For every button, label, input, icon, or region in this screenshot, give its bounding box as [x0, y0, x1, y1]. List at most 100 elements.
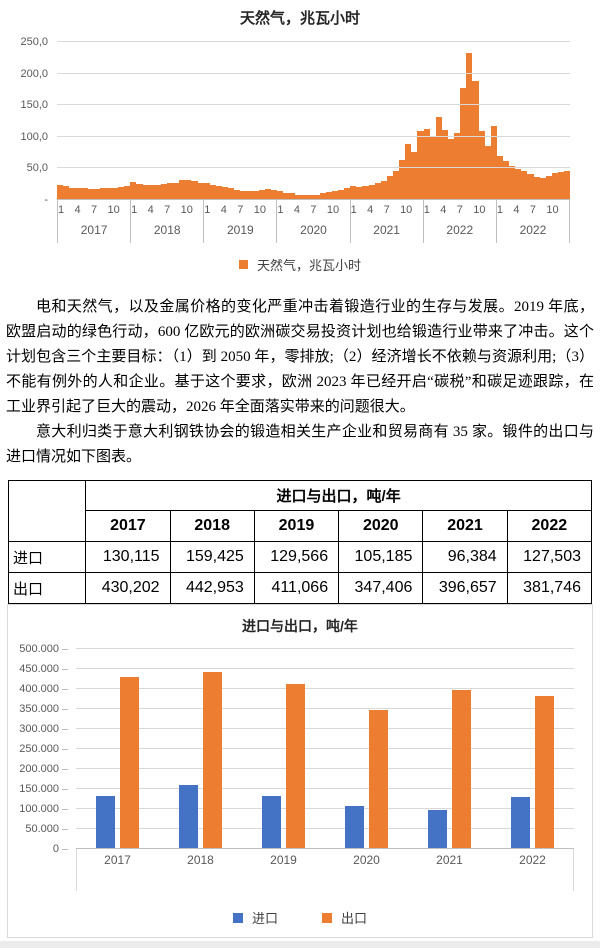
category-label: 2019: [270, 853, 297, 867]
gas-bar: [270, 189, 277, 199]
gas-bar: [136, 183, 143, 199]
legend-item: 天然气，兆瓦小时: [238, 255, 361, 274]
export-bar: [369, 709, 388, 848]
gas-price-chart: 天然气，兆瓦小时 250,0 200,0 150,0 100,0 50,0- 1 4 7 10…: [0, 0, 600, 274]
y-tick-label: 100,0: [20, 130, 48, 143]
gas-bar: [234, 189, 241, 199]
gas-bar: [350, 186, 357, 199]
gas-chart-plot: [57, 41, 571, 200]
import-bar: [179, 784, 198, 848]
gas-chart-x-axis: 1 4 7 10 2017 1 4 7 10 2018 1 4 7 10 2019 1 4 7 10 2020 1 4 7 1…: [57, 200, 570, 243]
legend-item: 进口: [232, 908, 278, 927]
month-tick-row: 1 4 7 10: [351, 200, 423, 219]
legend-label: 出口: [341, 911, 368, 926]
gridline: [76, 848, 574, 849]
gas-bar: [57, 185, 64, 199]
export-bar: [203, 671, 222, 848]
month-tick-label: 4: [513, 203, 520, 216]
month-tick-row: 1 4 7 10: [497, 200, 569, 219]
month-tick-label: 4: [220, 203, 227, 216]
y-tick-label: 50,0: [26, 162, 48, 175]
gas-bar: [142, 185, 149, 199]
gas-bar: [423, 129, 430, 199]
import-bar: [428, 809, 447, 848]
gridline: [57, 41, 570, 42]
month-tick-label: 1: [350, 203, 357, 216]
x-axis-year-group: 1 4 7 10 2019: [204, 200, 278, 243]
gas-bar: [215, 185, 222, 199]
gas-bar: [557, 172, 565, 199]
year-label: 2022: [446, 223, 474, 237]
paragraph-italy-forging: 意大利归类于意大利钢铁协会的锻造相关生产企业和贸易商有 35 家。锻件的出口与进…: [6, 424, 594, 465]
month-tick-label: 10: [107, 203, 120, 216]
year-header-cell: 2019: [253, 510, 340, 542]
gas-bar: [509, 166, 516, 199]
table-row: 进口 130,115 159,425 129,566 105,185 96,384 127,…: [7, 541, 593, 573]
category-label: 2017: [104, 853, 131, 867]
gridline: [76, 668, 574, 669]
import-bar: [345, 806, 364, 848]
x-axis-year-group: 1 4 7 10 2018: [131, 200, 205, 243]
y-tick-label: 200.000: [19, 763, 68, 775]
gas-bar: [252, 190, 259, 199]
gas-bar: [417, 131, 424, 199]
gas-bar: [448, 138, 455, 199]
gas-bar: [63, 186, 70, 199]
year-label: 2019: [227, 223, 254, 237]
month-tick-label: 1: [423, 203, 430, 216]
gridline: [76, 728, 574, 729]
y-tick-label: 150.000: [19, 783, 68, 795]
gas-bar: [93, 188, 100, 199]
legend-label: 进口: [251, 911, 278, 926]
gas-bars: [57, 42, 571, 199]
gas-bar: [166, 183, 174, 199]
value-cell: 105,185: [338, 541, 424, 573]
gas-bar: [338, 189, 345, 199]
month-tick-row: 1 4 7 10: [58, 200, 130, 219]
category-label: 2022: [519, 853, 546, 867]
axis-tick-right: [573, 849, 574, 891]
gas-bar: [454, 133, 461, 199]
gridline: [57, 72, 570, 74]
import-export-x-axis: 2017 2018 2019 2020 2021 2022: [76, 853, 574, 867]
category-label: 2018: [187, 853, 214, 867]
gas-bar: [173, 182, 180, 199]
gas-bar: [118, 187, 125, 199]
month-tick-row: 1 4 7 10: [131, 200, 203, 219]
table-year-row: 2017 2018 2019 2020 2021 2022: [9, 510, 593, 542]
gridline: [76, 768, 574, 769]
gas-bar: [246, 191, 253, 199]
month-tick-label: 4: [147, 203, 154, 216]
import-export-table-head: 进口与出口，吨/年 2017 2018 2019 2020 2021 2022: [7, 480, 593, 542]
gas-bar: [435, 117, 442, 199]
year-label: 2017: [80, 223, 108, 237]
value-cell: 96,384: [422, 541, 508, 573]
export-bar: [120, 676, 139, 848]
gas-bar: [527, 173, 534, 199]
gas-chart-baseline: [57, 199, 570, 200]
gas-chart-legend: 天然气，兆瓦小时: [0, 255, 600, 274]
gas-bar: [441, 129, 448, 199]
month-tick-row: 1 4 7 10: [277, 200, 349, 219]
table-row: 出口 430,202 442,953 411,066 347,406 396,657 381…: [7, 572, 593, 604]
year-label: 2021: [373, 223, 400, 237]
gas-bar: [81, 188, 88, 199]
year-header-cell: 2022: [506, 510, 593, 542]
gas-bar: [374, 183, 381, 199]
gas-bar: [105, 188, 112, 199]
value-cell: 129,566: [253, 541, 340, 573]
gas-bar: [478, 131, 485, 199]
gridline: [76, 788, 574, 789]
gas-bar: [521, 171, 528, 199]
month-tick-label: 10: [180, 203, 193, 216]
gas-bar: [545, 176, 552, 199]
legend-swatch: [322, 912, 332, 923]
month-tick-label: 1: [496, 203, 503, 216]
bar-group: [408, 649, 491, 848]
gas-bar: [533, 177, 540, 199]
month-tick-label: 1: [58, 203, 65, 216]
gas-bar: [75, 188, 82, 199]
month-tick-label: 4: [367, 203, 374, 216]
y-tick-label: 300.000: [19, 723, 68, 735]
